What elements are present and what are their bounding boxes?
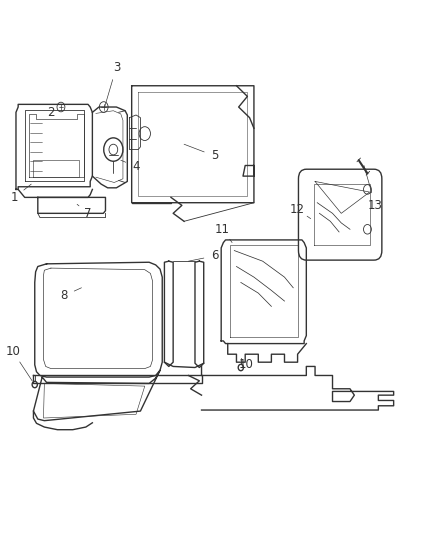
- Text: 3: 3: [113, 61, 120, 74]
- Text: 10: 10: [239, 358, 254, 372]
- Text: 11: 11: [215, 223, 230, 236]
- Text: 8: 8: [60, 289, 68, 302]
- Text: 4: 4: [132, 160, 140, 173]
- Text: 1: 1: [11, 191, 18, 204]
- Text: 5: 5: [211, 149, 218, 163]
- Text: 10: 10: [6, 345, 20, 358]
- Text: 12: 12: [290, 203, 305, 216]
- Text: 2: 2: [47, 106, 55, 119]
- Text: 6: 6: [211, 249, 219, 262]
- Text: 7: 7: [84, 207, 92, 220]
- Text: 13: 13: [368, 199, 383, 212]
